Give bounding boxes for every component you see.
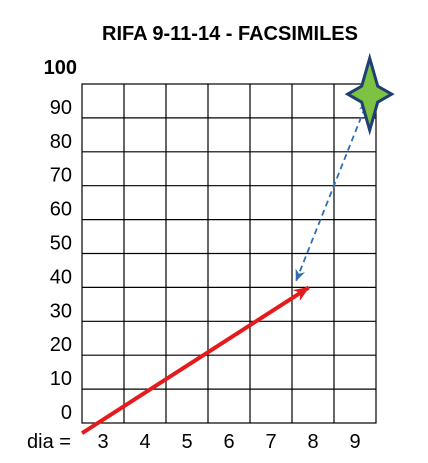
y-tick-label: 100 [44, 57, 77, 79]
y-axis-ticks: 0 10 20 30 40 50 60 70 80 90 100 [44, 57, 77, 424]
chart-annotations [344, 52, 395, 136]
chart-title: RIFA 9-11-14 - FACSIMILES [102, 23, 358, 45]
y-tick-label: 0 [61, 402, 72, 424]
series-arrow-solid [80, 285, 310, 435]
chart-grid [81, 83, 377, 424]
y-tick-label: 80 [50, 131, 72, 153]
y-tick-label: 30 [50, 300, 72, 322]
x-tick-label: 8 [307, 431, 318, 453]
x-axis-label: dia = [27, 431, 71, 453]
y-tick-label: 40 [50, 266, 72, 288]
y-tick-label: 60 [50, 199, 72, 221]
y-tick-label: 90 [50, 97, 72, 119]
chart-series [80, 100, 369, 435]
x-tick-label: 6 [223, 431, 234, 453]
x-tick-label: 9 [349, 431, 360, 453]
x-axis-ticks: 3 4 5 6 7 8 9 [97, 431, 360, 453]
y-tick-label: 10 [50, 368, 72, 390]
y-tick-label: 20 [50, 334, 72, 356]
series-arrow-dashed [295, 100, 369, 282]
y-tick-label: 50 [50, 233, 72, 255]
x-tick-label: 5 [181, 431, 192, 453]
x-tick-label: 4 [139, 431, 150, 453]
x-tick-label: 3 [97, 431, 108, 453]
y-tick-label: 70 [50, 165, 72, 187]
star-marker-icon [344, 52, 395, 136]
x-tick-label: 7 [265, 431, 276, 453]
